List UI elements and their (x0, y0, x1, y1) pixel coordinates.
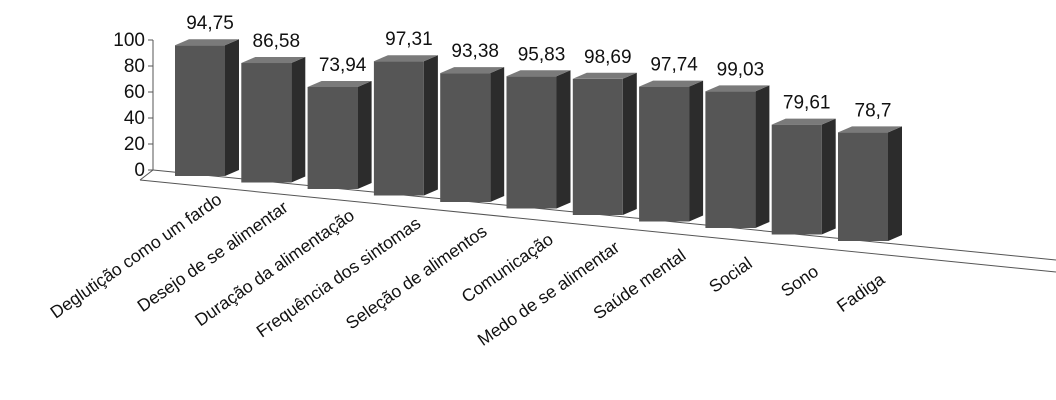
bar-side (888, 126, 902, 241)
y-tick-label: 0 (134, 160, 145, 181)
data-labels: 94,75 86,58 73,94 97,31 93,38 95,83 98,69 97,74… (186, 13, 891, 121)
y-tick-label: 20 (124, 134, 145, 155)
bar (440, 67, 505, 203)
floor-front-line (139, 179, 1056, 273)
data-label: 99,03 (717, 59, 765, 80)
data-label: 78,7 (855, 100, 892, 121)
bar (175, 39, 239, 177)
bar (705, 85, 770, 229)
category-label: Sono (777, 261, 822, 301)
bar-top (307, 80, 372, 87)
bar-front (175, 45, 225, 177)
y-tick-label: 40 (124, 108, 145, 129)
bar-front (307, 86, 358, 189)
bar-top (705, 85, 770, 92)
bar (307, 80, 372, 189)
bar (572, 72, 637, 215)
bar-front (639, 86, 690, 222)
bar-side (556, 70, 571, 209)
bar-side (821, 118, 836, 235)
y-tick-label: 60 (124, 82, 145, 103)
bar-side (622, 72, 637, 215)
bar (506, 70, 571, 209)
bar-front (506, 76, 557, 209)
bar-front (838, 132, 888, 241)
data-label: 86,58 (253, 31, 301, 52)
bar-side (755, 85, 770, 229)
data-label: 95,83 (518, 44, 566, 65)
bar-top (175, 39, 239, 46)
bar-top (506, 70, 571, 77)
data-label: 79,61 (783, 93, 831, 114)
bar-side (423, 55, 438, 196)
bar (373, 55, 438, 196)
bar-front (771, 124, 822, 235)
bar (771, 118, 836, 235)
y-tick-label: 80 (124, 56, 145, 77)
bar-front (572, 78, 623, 215)
data-label: 97,74 (650, 55, 698, 76)
bar-top (639, 80, 704, 87)
data-label: 94,75 (186, 13, 234, 34)
category-label: Medo de se alimentar (474, 237, 623, 350)
bar-side (689, 80, 704, 222)
bar-front (241, 63, 292, 183)
bar-top (572, 72, 637, 79)
bar-side (490, 67, 505, 203)
chart-bars (175, 39, 902, 241)
bar (241, 57, 306, 183)
bar-top (838, 126, 902, 133)
bar-top (241, 57, 306, 64)
data-label: 97,31 (385, 29, 433, 50)
bar (838, 126, 902, 241)
data-label: 98,69 (584, 47, 632, 68)
bar-top (771, 118, 836, 125)
y-tick-label: 100 (113, 30, 145, 51)
bar-top (373, 55, 438, 62)
bar-front (705, 91, 756, 229)
floor-left-line (139, 169, 154, 181)
data-label: 93,38 (451, 41, 499, 62)
bar (639, 80, 704, 222)
y-axis-ticks: 0 20 40 60 80 100 (113, 30, 153, 181)
bar-front (373, 61, 424, 196)
category-label: Fadiga (833, 269, 889, 316)
bar-side (225, 39, 239, 177)
bar-side (357, 80, 372, 189)
category-label: Seleção de alimentos (342, 221, 491, 334)
data-label: 73,94 (319, 55, 367, 76)
bar-top (440, 67, 505, 74)
bar-side (291, 57, 306, 183)
bar-front (440, 73, 491, 203)
category-label: Social (705, 253, 756, 297)
